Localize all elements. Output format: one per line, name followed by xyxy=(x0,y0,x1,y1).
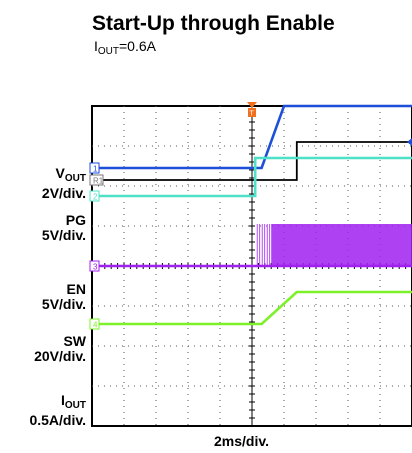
iout-label: IOUT 0.5A/div. xyxy=(29,392,86,428)
en-label: EN 5V/div. xyxy=(41,281,86,312)
channel-marker xyxy=(89,318,100,330)
channel-marker xyxy=(89,190,100,202)
channel-marker-label: R1 xyxy=(93,177,104,186)
channel-marker xyxy=(89,174,104,186)
channel-marker xyxy=(89,260,100,272)
trigger-arrow xyxy=(247,102,257,108)
channel-marker-label: 1 xyxy=(93,165,98,174)
trace-i-out xyxy=(92,290,412,326)
pg-label: PG 5V/div. xyxy=(41,212,86,243)
channel-marker xyxy=(89,162,100,174)
trace-pg xyxy=(92,141,412,181)
vout-label: VOUT 2V/div. xyxy=(41,165,86,201)
channel-marker-label: 2 xyxy=(93,193,98,202)
trigger-marker xyxy=(248,108,256,117)
trigger-marker-label: T xyxy=(250,111,255,118)
sw-label: SW 20V/div. xyxy=(34,333,86,364)
x-axis-label: 2ms/div. xyxy=(214,433,269,449)
chart-title: Start-Up through Enable xyxy=(92,12,335,35)
level-marker xyxy=(407,138,412,146)
trace-v-out xyxy=(92,104,412,170)
trace-en xyxy=(92,156,412,198)
channel-marker-label: 3 xyxy=(93,263,98,272)
sw-switching-band xyxy=(271,224,412,266)
chart-subtitle: IOUT=0.6A xyxy=(94,38,156,57)
channel-marker-label: 4 xyxy=(93,321,98,330)
